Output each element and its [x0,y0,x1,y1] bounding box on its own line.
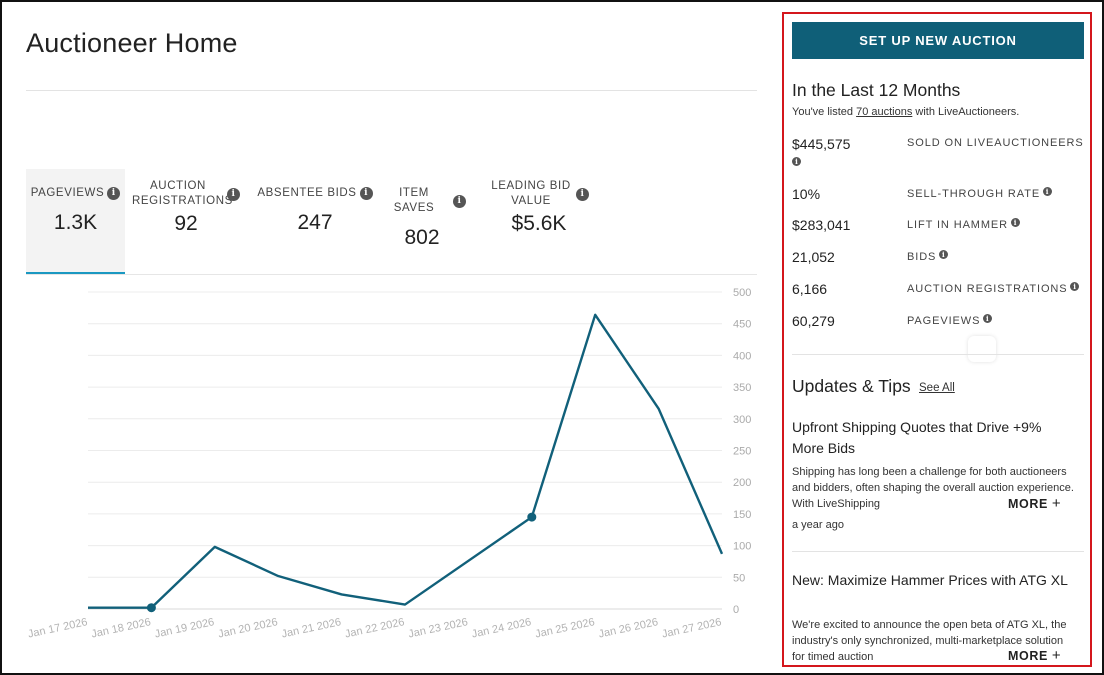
stat-label: AUCTION REGISTRATIONS [907,283,1068,295]
info-icon[interactable]: i [107,187,121,200]
y-tick-label: 50 [733,572,745,584]
x-tick-label: Jan 23 2026 [407,616,469,640]
tab-value: 1.3K [53,211,98,234]
stat-value: 60,279 [792,313,835,329]
y-tick-label: 100 [733,541,751,553]
article-body: We're excited to announce the open beta … [792,619,1067,663]
stat-value: 10% [792,186,821,202]
tab-value: 247 [297,211,333,234]
tab-label: PAGEVIEWS [30,187,105,199]
y-tick-label: 0 [733,604,739,616]
tab-item-saves[interactable]: ITEM SAVES i 802 [378,169,466,275]
plus-icon: + [1051,647,1062,664]
divider [26,274,757,275]
y-tick-label: 450 [733,319,751,331]
stat-value: 21,052 [792,249,835,265]
x-tick-label: Jan 26 2026 [597,616,659,640]
tab-value: $5.6K [511,212,567,235]
stat-value: $445,575 [792,136,851,152]
info-icon[interactable]: i [939,250,949,259]
y-tick-label: 200 [733,477,751,489]
stats-heading: In the Last 12 Months [792,80,961,100]
more-button[interactable]: MORE + [1000,647,1062,664]
tab-pageviews[interactable]: PAGEVIEWS i 1.3K [26,169,125,275]
y-tick-label: 150 [733,509,751,521]
stat-value: 6,166 [792,281,828,297]
info-icon[interactable]: i [1011,218,1021,227]
more-button[interactable]: MORE + [1000,495,1062,512]
divider [792,354,1084,355]
info-icon[interactable]: i [359,187,373,200]
x-tick-label: Jan 20 2026 [217,616,279,640]
stat-label: SOLD ON LIVEAUCTIONEERS [907,137,1084,149]
info-icon[interactable]: i [227,187,240,201]
set-up-new-auction-button[interactable]: SET UP NEW AUCTION [792,22,1084,59]
y-tick-label: 350 [733,382,751,394]
tab-label: ABSENTEE BIDS [257,187,357,199]
metric-tabs: PAGEVIEWS i 1.3K AUCTION REGISTRATIONS i 9… [26,169,757,275]
info-icon[interactable]: i [1070,282,1080,291]
x-tick-label: Jan 17 2026 [27,616,89,640]
x-tick-label: Jan 19 2026 [154,616,216,640]
updates-heading: Updates & Tips [792,376,911,396]
stat-label: SELL-THROUGH RATE [907,188,1041,200]
tab-value: 802 [404,226,440,249]
stat-row: $445,575 i SOLD ON LIVEAUCTIONEERS [792,136,1084,166]
data-point [146,603,156,613]
y-tick-label: 250 [733,446,751,458]
series-line [88,313,724,609]
see-all-link[interactable]: See All [919,382,955,394]
stat-value: $283,041 [792,217,851,233]
x-tick-label: Jan 24 2026 [471,616,533,640]
tab-absentee-bids[interactable]: ABSENTEE BIDS i 247 [254,169,376,275]
info-icon[interactable]: i [1043,187,1053,196]
x-tick-label: Jan 18 2026 [90,616,152,640]
stat-label: LIFT IN HAMMER [907,219,1009,231]
stat-label: PAGEVIEWS [907,315,981,327]
data-point [527,512,537,522]
info-icon[interactable]: i [983,314,993,323]
article-timestamp: a year ago [792,519,844,531]
x-tick-label: Jan 21 2026 [280,616,342,640]
divider [792,551,1084,552]
article-body: Shipping has long been a challenge for b… [792,466,1074,510]
tab-leading-bid-value[interactable]: LEADING BID VALUE i $5.6K [484,169,594,275]
article-title[interactable]: Upfront Shipping Quotes that Drive +9% M… [792,419,1042,456]
tab-label: LEADING BID VALUE [491,180,571,207]
right-panel: SET UP NEW AUCTION In the Last 12 Months… [782,12,1092,667]
stat-label: BIDS [907,251,937,263]
y-tick-label: 500 [733,287,751,299]
info-icon[interactable]: i [576,187,589,201]
page-title: Auctioneer Home [26,28,238,58]
info-icon[interactable]: i [453,194,466,208]
x-tick-label: Jan 25 2026 [534,616,596,640]
stats-summary: You've listed 70 auctions with LiveAucti… [792,106,1020,118]
pageviews-line-chart: 0 50 100 150 200 250 300 350 400 450 500 Jan 17 202… [27,287,751,641]
auctions-count-link[interactable]: 70 auctions [856,106,913,118]
plus-icon: + [1051,495,1062,512]
tab-auction-registrations[interactable]: AUCTION REGISTRATIONS i 92 [126,169,246,275]
info-icon[interactable]: i [792,157,801,166]
y-tick-label: 400 [733,350,751,362]
y-tick-label: 300 [733,414,751,426]
x-tick-label: Jan 22 2026 [344,616,406,640]
article-title[interactable]: New: Maximize Hammer Prices with ATG XL [792,572,1068,588]
x-tick-label: Jan 27 2026 [661,616,723,640]
tab-value: 92 [174,212,198,235]
scroll-handle[interactable] [968,336,996,362]
tab-label: AUCTION REGISTRATIONS [132,180,233,207]
tab-label: ITEM SAVES [393,187,435,214]
divider [26,90,757,91]
